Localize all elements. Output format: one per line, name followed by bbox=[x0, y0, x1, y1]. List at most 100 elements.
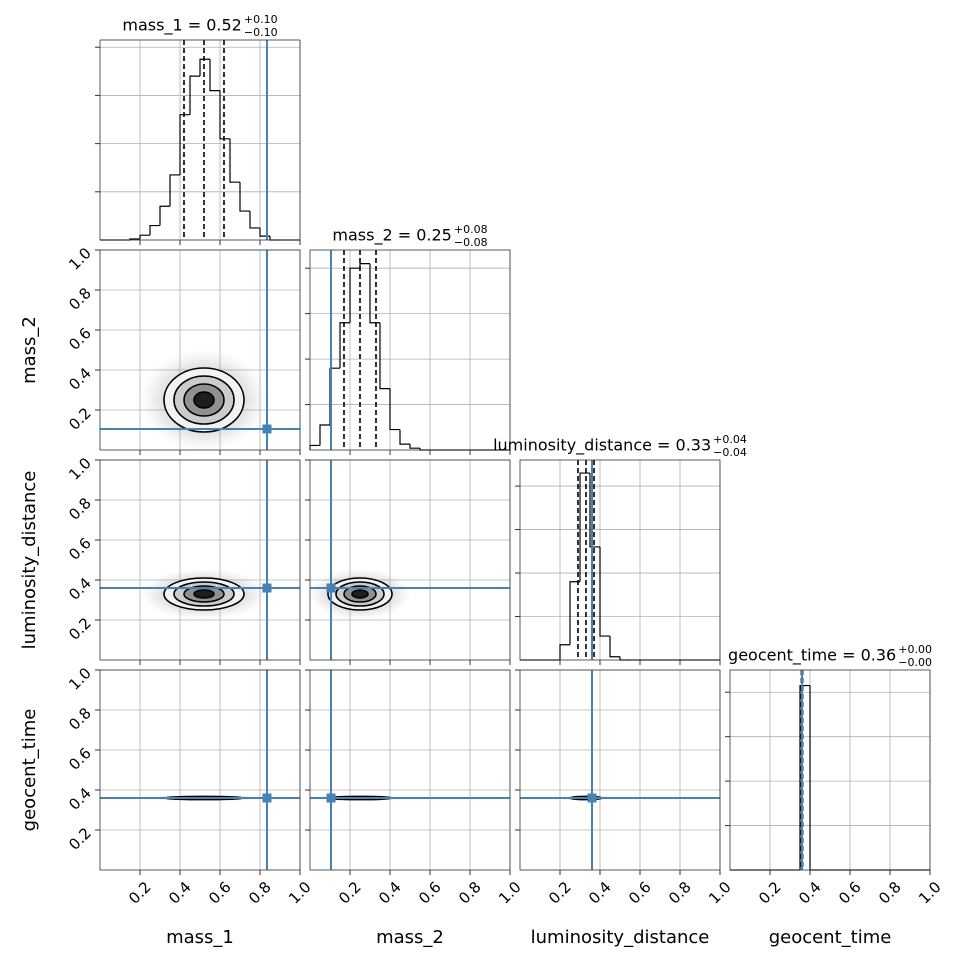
truth-marker bbox=[326, 583, 336, 593]
x-tick-label: 1.0 bbox=[705, 878, 735, 908]
x-tick-label: 0.4 bbox=[375, 878, 405, 908]
y-tick-label: 0.4 bbox=[65, 364, 95, 394]
x-tick-label: 0.8 bbox=[665, 878, 695, 908]
panel-frame bbox=[309, 669, 511, 871]
y-tick-label: 0.6 bbox=[65, 744, 95, 774]
title-minus: −0.00 bbox=[898, 656, 932, 669]
panel-frame bbox=[99, 669, 301, 871]
panel-title: mass_2 = 0.25 bbox=[332, 226, 451, 246]
x-tick-label: 0.6 bbox=[835, 878, 865, 908]
x-tick-label: 0.8 bbox=[245, 878, 275, 908]
hist-bin bbox=[579, 472, 590, 582]
hist-bin bbox=[239, 182, 250, 212]
panel bbox=[520, 670, 720, 870]
title-plus: +0.04 bbox=[713, 433, 747, 446]
y-tick-label: 0.6 bbox=[65, 324, 95, 354]
panel-frame bbox=[729, 669, 931, 871]
truth-marker bbox=[262, 424, 272, 434]
y-tick-label: 0.8 bbox=[65, 704, 95, 734]
x-tick-label: 0.4 bbox=[165, 878, 195, 908]
y-tick-label: 1.0 bbox=[65, 664, 95, 694]
x-tick-label: 0.6 bbox=[415, 878, 445, 908]
panel bbox=[310, 460, 510, 660]
truth-marker bbox=[262, 583, 272, 593]
hist-bin bbox=[379, 322, 390, 390]
y-tick-label: 0.4 bbox=[65, 574, 95, 604]
hist-bin bbox=[199, 58, 210, 77]
truth-marker bbox=[262, 793, 272, 803]
hist-bin bbox=[589, 473, 600, 548]
hist-bin bbox=[209, 59, 220, 92]
contour bbox=[351, 589, 369, 599]
panel bbox=[730, 670, 930, 870]
x-tick-label: 1.0 bbox=[915, 878, 945, 908]
x-axis-label: luminosity_distance bbox=[531, 927, 710, 948]
title-plus: +0.00 bbox=[898, 643, 932, 656]
y-tick-label: 0.4 bbox=[65, 784, 95, 814]
y-axis-label: geocent_time bbox=[19, 709, 40, 832]
x-tick-label: 0.6 bbox=[205, 878, 235, 908]
panel-frame bbox=[99, 249, 301, 451]
panel-frame bbox=[309, 459, 511, 661]
title-minus: −0.10 bbox=[244, 26, 278, 39]
hist-bin bbox=[149, 224, 160, 236]
y-tick-label: 0.2 bbox=[65, 404, 95, 434]
hist-bin bbox=[159, 205, 170, 226]
hist-bin bbox=[169, 174, 180, 207]
y-axis-label: luminosity_distance bbox=[19, 471, 40, 650]
hist-bin bbox=[559, 644, 570, 660]
x-tick-label: 0.2 bbox=[125, 878, 155, 908]
title-minus: −0.08 bbox=[454, 236, 488, 249]
y-axis-label: mass_2 bbox=[19, 316, 40, 384]
y-tick-label: 0.6 bbox=[65, 534, 95, 564]
hist-bin bbox=[799, 684, 810, 870]
panel-frame bbox=[99, 39, 301, 241]
panel bbox=[100, 670, 300, 870]
x-tick-label: 1.0 bbox=[285, 878, 315, 908]
panel-frame bbox=[309, 249, 511, 451]
x-tick-label: 0.2 bbox=[755, 878, 785, 908]
y-tick-label: 1.0 bbox=[65, 454, 95, 484]
truth-marker bbox=[326, 793, 336, 803]
x-tick-label: 1.0 bbox=[495, 878, 525, 908]
truth-marker bbox=[587, 793, 597, 803]
hist-bin bbox=[609, 636, 620, 658]
y-tick-label: 1.0 bbox=[65, 244, 95, 274]
x-tick-label: 0.4 bbox=[795, 878, 825, 908]
title-plus: +0.10 bbox=[244, 13, 278, 26]
y-tick-label: 0.2 bbox=[65, 614, 95, 644]
contour bbox=[193, 589, 215, 599]
hist-bin bbox=[229, 138, 240, 183]
hist-bin bbox=[139, 234, 150, 240]
hist-bin bbox=[399, 429, 410, 445]
panel-title: luminosity_distance = 0.33 bbox=[493, 436, 711, 456]
panel-frame bbox=[99, 459, 301, 661]
x-axis-label: mass_2 bbox=[376, 927, 444, 948]
x-tick-label: 0.6 bbox=[625, 878, 655, 908]
hist-bin bbox=[569, 581, 580, 645]
hist-bin bbox=[599, 546, 610, 637]
hist-bin bbox=[319, 424, 330, 446]
panel-frame bbox=[519, 459, 721, 661]
x-tick-label: 0.2 bbox=[545, 878, 575, 908]
hist-bin bbox=[219, 90, 230, 140]
panel bbox=[100, 460, 300, 660]
hist-bin bbox=[179, 114, 190, 175]
panel bbox=[520, 460, 720, 660]
hist-bin bbox=[339, 322, 350, 369]
hist-bin bbox=[249, 211, 260, 229]
x-tick-label: 0.4 bbox=[585, 878, 615, 908]
hist-bin bbox=[349, 267, 360, 323]
x-axis-label: mass_1 bbox=[166, 927, 234, 948]
x-axis-label: geocent_time bbox=[769, 927, 892, 948]
hist-bin bbox=[389, 388, 400, 431]
panel-title: mass_1 = 0.52 bbox=[122, 16, 241, 36]
panel bbox=[310, 670, 510, 870]
x-tick-label: 0.8 bbox=[455, 878, 485, 908]
hist-bin bbox=[409, 444, 420, 449]
title-plus: +0.08 bbox=[454, 223, 488, 236]
hist-bin bbox=[189, 75, 200, 115]
y-tick-label: 0.2 bbox=[65, 824, 95, 854]
panel-title: geocent_time = 0.36 bbox=[728, 646, 896, 666]
